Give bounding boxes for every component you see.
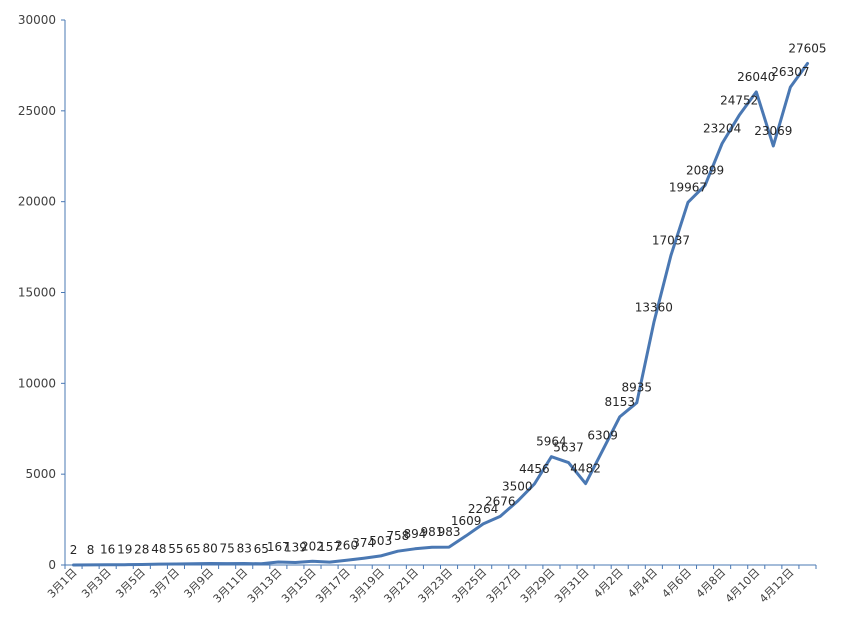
x-tick-label: 3月31日 <box>552 566 592 606</box>
data-label: 5964 <box>536 435 567 449</box>
data-label: 894 <box>403 527 426 541</box>
x-tick-label: 3月13日 <box>245 566 285 606</box>
data-label: 503 <box>369 534 392 548</box>
data-label: 4482 <box>570 462 601 476</box>
data-label: 26040 <box>737 70 775 84</box>
data-label: 139 <box>284 540 307 554</box>
data-label: 2676 <box>485 494 516 508</box>
x-tick-label: 3月29日 <box>518 566 558 606</box>
x-tick-label: 3月5日 <box>113 566 148 601</box>
data-label: 6309 <box>587 428 618 442</box>
x-tick-label: 3月19日 <box>347 566 387 606</box>
y-tick-label: 5000 <box>25 467 56 481</box>
x-tick-label: 3月17日 <box>313 566 353 606</box>
data-label: 65 <box>254 542 269 556</box>
data-labels: 2 8 16 19 28 48 55 65 80 75 83 65167139202157260374… <box>70 42 827 557</box>
data-label: 28 <box>134 542 149 556</box>
data-label: 167 <box>267 540 290 554</box>
x-tick-label: 4月10日 <box>723 566 763 606</box>
x-tick-label: 3月15日 <box>279 566 319 606</box>
data-label: 3500 <box>502 479 533 493</box>
y-tick-label: 15000 <box>18 286 56 300</box>
data-label: 26307 <box>771 65 809 79</box>
x-tick-label: 3月11日 <box>211 566 251 606</box>
data-label: 80 <box>202 542 217 556</box>
data-label: 1609 <box>451 514 482 528</box>
data-label: 19967 <box>669 180 707 194</box>
data-label: 27605 <box>788 42 826 56</box>
data-label: 8 <box>87 543 95 557</box>
y-tick-label: 10000 <box>18 376 56 390</box>
data-label: 758 <box>386 529 409 543</box>
data-label: 48 <box>151 542 166 556</box>
data-label: 55 <box>168 542 183 556</box>
data-label: 2264 <box>468 502 499 516</box>
data-label: 83 <box>237 541 252 555</box>
data-label: 23069 <box>754 124 792 138</box>
x-axis-ticks: 3月1日 3月3日 3月5日 3月7日 3月9日3月11日3月13日3月15日3月17日… <box>45 565 817 606</box>
y-tick-label: 0 <box>48 558 56 572</box>
data-label: 17037 <box>652 233 690 247</box>
y-tick-label: 25000 <box>18 104 56 118</box>
x-tick-label: 3月21日 <box>381 566 421 606</box>
x-tick-label: 3月23日 <box>416 566 456 606</box>
data-label: 981 <box>421 525 444 539</box>
data-label: 8153 <box>604 395 635 409</box>
x-tick-label: 3月25日 <box>450 566 490 606</box>
x-tick-label: 4月2日 <box>591 566 626 601</box>
data-label: 13360 <box>635 300 673 314</box>
y-tick-label: 30000 <box>18 13 56 27</box>
x-tick-label: 4月12日 <box>757 566 797 606</box>
data-label: 983 <box>438 525 461 539</box>
x-tick-label: 3月7日 <box>147 566 182 601</box>
x-tick-label: 3月3日 <box>79 566 114 601</box>
data-label: 374 <box>352 536 375 550</box>
data-label: 260 <box>335 538 358 552</box>
y-axis-ticks: 0 5000 10000 15000 20000 25000 30000 <box>18 13 65 572</box>
y-tick-label: 20000 <box>18 195 56 209</box>
x-tick-label: 4月4日 <box>625 566 660 601</box>
data-label: 19 <box>117 543 132 557</box>
data-label: 23204 <box>703 121 741 135</box>
data-label: 24752 <box>720 93 758 107</box>
data-label: 75 <box>220 542 235 556</box>
x-tick-label: 4月6日 <box>659 566 694 601</box>
data-label: 202 <box>301 539 324 553</box>
data-label: 4456 <box>519 462 550 476</box>
data-label: 2 <box>70 543 78 557</box>
data-label: 65 <box>185 542 200 556</box>
data-label: 16 <box>100 543 115 557</box>
data-label: 157 <box>318 540 341 554</box>
data-label: 20899 <box>686 163 724 177</box>
data-label: 8935 <box>622 381 653 395</box>
x-tick-label: 3月27日 <box>484 566 524 606</box>
data-label: 5637 <box>553 441 584 455</box>
series-line <box>72 62 809 567</box>
